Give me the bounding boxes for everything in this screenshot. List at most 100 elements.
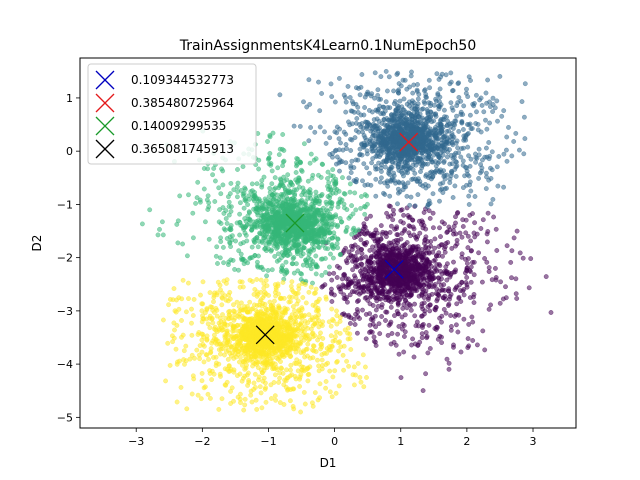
data-point: [284, 201, 289, 207]
data-point: [247, 210, 252, 216]
data-point: [454, 103, 460, 109]
data-point: [400, 77, 406, 83]
data-point: [430, 191, 436, 197]
data-point: [336, 76, 342, 81]
data-point: [281, 232, 287, 238]
data-point: [499, 113, 505, 119]
data-point: [395, 70, 401, 76]
data-point: [444, 129, 450, 134]
data-point: [370, 125, 376, 131]
data-point: [299, 271, 304, 277]
data-point: [362, 295, 368, 301]
data-point: [454, 138, 460, 144]
data-point: [205, 166, 211, 172]
data-point: [467, 163, 473, 169]
data-point: [476, 152, 482, 158]
data-point: [468, 188, 474, 194]
data-point: [254, 277, 260, 282]
data-point: [276, 229, 281, 235]
data-point: [392, 280, 398, 286]
data-point: [368, 255, 374, 260]
data-point: [259, 227, 265, 233]
data-point: [393, 248, 399, 254]
data-point: [381, 149, 386, 155]
data-point: [175, 218, 181, 224]
data-point: [212, 199, 218, 204]
data-point: [513, 291, 519, 297]
data-point: [493, 275, 499, 280]
data-point: [307, 102, 313, 107]
data-point: [411, 127, 417, 133]
data-point: [413, 106, 418, 112]
data-point: [472, 220, 477, 226]
data-point: [353, 157, 359, 163]
data-point: [393, 342, 399, 348]
data-point: [389, 242, 395, 248]
data-point: [327, 368, 333, 374]
data-point: [401, 334, 407, 339]
data-point: [240, 164, 246, 170]
data-point: [368, 316, 374, 322]
data-point: [337, 251, 343, 257]
data-point: [509, 275, 514, 281]
data-point: [338, 159, 343, 165]
data-point: [277, 92, 283, 98]
data-point: [299, 192, 305, 198]
data-point: [358, 194, 364, 199]
data-point: [377, 103, 382, 109]
data-point: [467, 179, 473, 185]
data-point: [395, 240, 400, 246]
data-point: [341, 247, 347, 253]
data-point: [467, 112, 473, 118]
data-point: [221, 226, 227, 232]
data-point: [484, 259, 490, 265]
data-point: [419, 150, 425, 156]
data-point: [396, 81, 402, 87]
data-point: [270, 204, 276, 210]
data-point: [428, 243, 434, 249]
data-point: [367, 311, 372, 316]
data-point: [383, 246, 388, 252]
data-point: [247, 217, 253, 223]
data-point: [396, 104, 402, 110]
data-point: [263, 238, 269, 244]
data-point: [489, 149, 495, 155]
data-point: [348, 148, 354, 153]
data-point: [399, 170, 405, 176]
data-point: [459, 234, 465, 240]
data-point: [444, 230, 450, 235]
data-point: [350, 211, 356, 217]
data-point: [412, 280, 418, 285]
data-point: [260, 206, 266, 212]
data-point: [365, 286, 371, 292]
data-point: [363, 336, 369, 342]
data-point: [397, 282, 403, 288]
data-point: [511, 235, 517, 241]
data-point: [358, 379, 364, 385]
data-point: [419, 292, 425, 298]
data-point: [336, 136, 342, 142]
data-point: [346, 175, 352, 181]
data-point: [470, 211, 475, 217]
data-point: [373, 275, 379, 281]
data-point: [190, 235, 196, 241]
data-point: [508, 259, 514, 265]
data-point: [319, 91, 324, 96]
data-point: [365, 89, 371, 95]
data-point: [398, 122, 404, 128]
data-point: [480, 217, 486, 223]
data-point: [398, 236, 404, 242]
data-point: [522, 136, 528, 142]
data-point: [341, 129, 347, 135]
data-point: [326, 264, 332, 270]
data-point: [347, 320, 353, 326]
data-point: [404, 263, 410, 269]
data-point: [179, 318, 184, 323]
data-point: [401, 164, 407, 170]
data-point: [431, 118, 437, 124]
data-point: [446, 224, 452, 230]
data-point: [370, 232, 375, 238]
data-point: [298, 160, 303, 166]
data-point: [476, 250, 481, 256]
data-point: [238, 400, 243, 405]
